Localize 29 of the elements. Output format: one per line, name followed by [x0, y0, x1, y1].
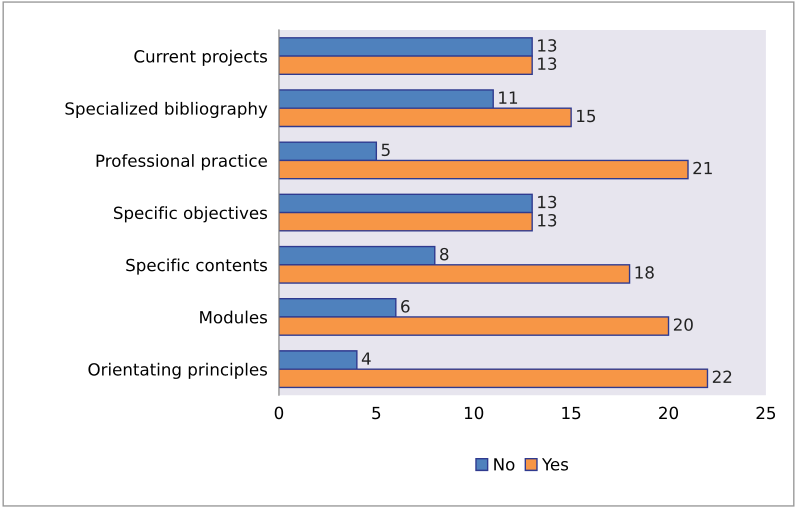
data-label: 11: [499, 92, 518, 104]
data-label: 13: [538, 39, 556, 52]
data-label: 6: [401, 300, 410, 313]
x-tick-label: 10: [464, 406, 484, 420]
y-tick-label: Professional practice: [96, 154, 267, 170]
data-label: 4: [362, 352, 371, 365]
data-label: 20: [674, 318, 693, 331]
x-tick-label: 15: [562, 406, 580, 420]
legend-label: No: [494, 458, 514, 471]
x-tick-label: 5: [372, 406, 380, 420]
data-label: 13: [538, 214, 556, 227]
y-tick-label: Specific objectives: [114, 206, 268, 222]
x-tick-label: 0: [274, 406, 284, 420]
x-tick-label: 20: [659, 406, 678, 420]
y-tick-label: Orientating principles: [88, 362, 268, 379]
data-label: 8: [440, 248, 448, 260]
y-tick-label: Modules: [200, 310, 268, 324]
data-label: 13: [538, 57, 556, 70]
legend-label: Yes: [542, 458, 568, 471]
y-tick-label: Current projects: [134, 50, 268, 66]
data-label: 21: [693, 162, 712, 174]
data-label: 22: [712, 370, 732, 383]
x-tick-label: 25: [756, 406, 776, 420]
data-label: 13: [538, 196, 556, 208]
y-tick-label: Specific contents: [126, 258, 268, 275]
data-label: 15: [577, 110, 596, 122]
y-tick-label: Specialized bibliography: [65, 102, 268, 118]
data-label: 18: [636, 266, 654, 279]
data-label: 5: [382, 144, 390, 156]
